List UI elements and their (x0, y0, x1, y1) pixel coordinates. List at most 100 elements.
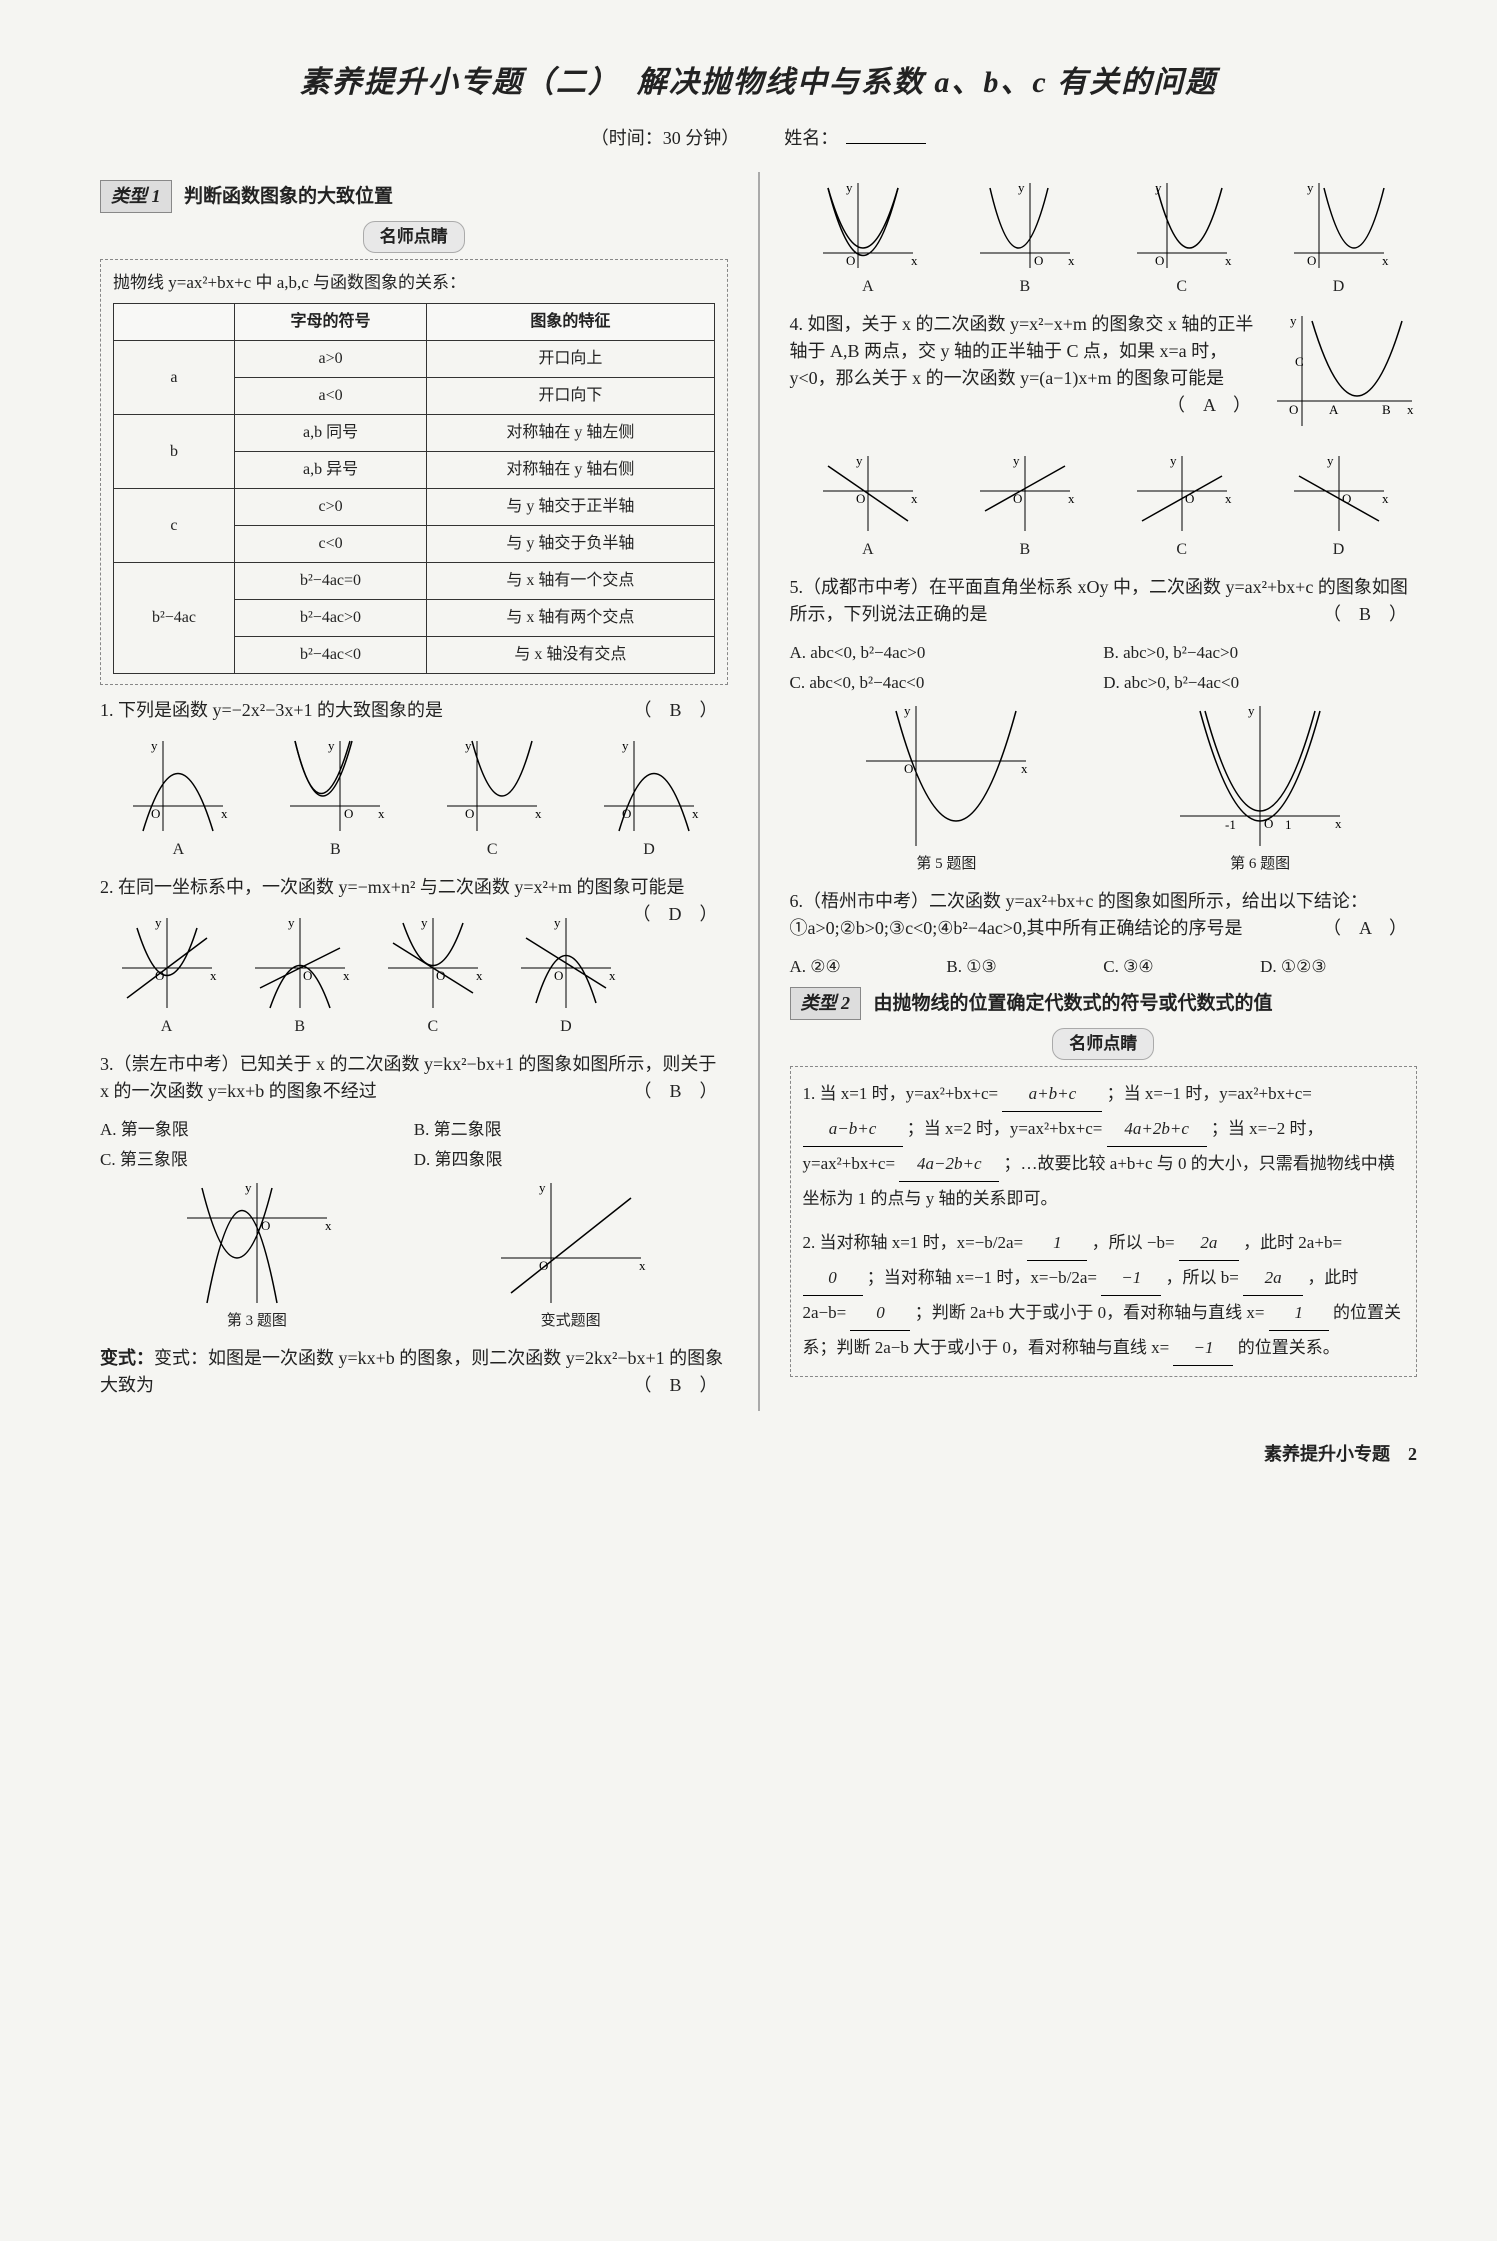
svg-text:O: O (151, 806, 160, 821)
svg-text:C: C (1295, 354, 1304, 369)
svg-text:O: O (539, 1258, 548, 1273)
t: ；当对称轴 x=−1 时，x=−b/2a= (867, 1268, 1097, 1287)
type2-header: 类型 2 由抛物线的位置确定代数式的符号或代数式的值 (790, 987, 1418, 1020)
q3-text: 3.（崇左市中考）已知关于 x 的二次函数 y=kx²−bx+1 的图象如图所示… (100, 1054, 716, 1101)
blank: 4a−2b+c (899, 1147, 999, 1182)
cell: a>0 (234, 341, 426, 378)
name-blank[interactable] (846, 143, 926, 144)
teacher-tip-1: 名师点睛 (100, 221, 728, 253)
svg-text:O: O (436, 968, 445, 983)
svg-text:O: O (344, 806, 353, 821)
label: A (123, 838, 233, 862)
left-column: 类型 1 判断函数图象的大致位置 名师点睛 抛物线 y=ax²+bx+c 中 a… (100, 172, 728, 1411)
q5-b: B. abc>0, b²−4ac>0 (1103, 640, 1417, 666)
q3v-answer: （ B ） (633, 1372, 717, 1399)
svg-text:O: O (1034, 253, 1043, 268)
q5-fig: xyO 第 5 题图 (856, 701, 1036, 876)
q3-opt-a: A. 第一象限 (100, 1117, 414, 1143)
t: ，所以 −b= (1092, 1233, 1175, 1252)
svg-text:x: x (221, 806, 228, 821)
teacher-tip-2: 名师点睛 (790, 1028, 1418, 1060)
type1-intro: 抛物线 y=ax²+bx+c 中 a,b,c 与函数图象的关系： (113, 270, 715, 296)
svg-text:A: A (1329, 402, 1339, 417)
blank: 0 (803, 1261, 863, 1296)
q3-fig1: xyO 第 3 题图 (177, 1178, 337, 1333)
t: 1. 当 x=1 时，y=ax²+bx+c= (803, 1084, 999, 1103)
t: 的位置关系。 (1238, 1338, 1340, 1357)
cell: 对称轴在 y 轴右侧 (427, 452, 714, 489)
q1-answer: （ B ） (633, 697, 717, 724)
svg-text:O: O (1289, 402, 1298, 417)
page-title: 素养提升小专题（二） 解决抛物线中与系数 a、b、c 有关的问题 (100, 60, 1417, 105)
svg-text:O: O (1155, 253, 1164, 268)
column-divider (758, 172, 760, 1411)
q6-opts: A. ②④ B. ①③ C. ③④ D. ①②③ (790, 954, 1418, 980)
svg-text:-1: -1 (1225, 817, 1236, 832)
svg-text:O: O (303, 968, 312, 983)
blank: a−b+c (803, 1112, 903, 1147)
q2-graph-b: xyO B (245, 913, 355, 1039)
blank: −1 (1173, 1331, 1233, 1366)
svg-text:O: O (622, 806, 631, 821)
blank: a+b+c (1002, 1077, 1102, 1112)
q4-d: xyO D (1284, 451, 1394, 562)
tip2-item2: 2. 当对称轴 x=1 时，x=−b/2a= 1 ，所以 −b= 2a ，此时 … (803, 1226, 1405, 1366)
cell: 开口向下 (427, 378, 714, 415)
svg-text:x: x (325, 1218, 332, 1233)
blank: 2a (1179, 1226, 1239, 1261)
svg-text:y: y (539, 1180, 546, 1195)
label: A (112, 1015, 222, 1039)
type1-header: 类型 1 判断函数图象的大致位置 (100, 180, 728, 213)
cell: c<0 (234, 526, 426, 563)
q1-graph-b: xyO B (280, 736, 390, 862)
label: A (813, 275, 923, 299)
q1-graphs: xyO A xyO B xyO (100, 736, 728, 862)
q3-cap2: 变式题图 (491, 1310, 651, 1333)
q3-opt-b: B. 第二象限 (414, 1117, 728, 1143)
question-5: 5.（成都市中考）在平面直角坐标系 xOy 中，二次函数 y=ax²+bx+c … (790, 574, 1418, 628)
q3-options2: C. 第三象限 D. 第四象限 (100, 1147, 728, 1173)
label: C (437, 838, 547, 862)
q4-inline-graph: C A B xyO (1267, 311, 1417, 439)
cell: c>0 (234, 489, 426, 526)
svg-text:O: O (1342, 491, 1351, 506)
blank: 2a (1243, 1261, 1303, 1296)
q4-c: xyO C (1127, 451, 1237, 562)
svg-text:x: x (343, 968, 350, 983)
blank: 0 (850, 1296, 910, 1331)
type2-badge: 类型 2 (790, 987, 862, 1020)
question-1: 1. 下列是函数 y=−2x²−3x+1 的大致图象的是 （ B ） (100, 697, 728, 724)
q2-text: 2. 在同一坐标系中，一次函数 y=−mx+n² 与二次函数 y=x²+m 的图… (100, 877, 685, 897)
svg-text:y: y (421, 915, 428, 930)
svg-text:y: y (1290, 313, 1297, 328)
q6-b: B. ①③ (946, 954, 1103, 980)
teacher-tip-badge: 名师点睛 (363, 221, 465, 253)
q2-graph-a: xyO A (112, 913, 222, 1039)
svg-text:x: x (911, 491, 918, 506)
svg-text:x: x (609, 968, 616, 983)
label: A (813, 538, 923, 562)
svg-text:y: y (465, 738, 472, 753)
teacher-tip2-badge: 名师点睛 (1052, 1028, 1154, 1060)
q5-opts2: C. abc<0, b²−4ac<0 D. abc>0, b²−4ac<0 (790, 670, 1418, 696)
variant-label: 变式： (100, 1348, 154, 1368)
svg-text:y: y (245, 1180, 252, 1195)
q1-graph-c: xyO C (437, 736, 547, 862)
q5-c: C. abc<0, b²−4ac<0 (790, 670, 1104, 696)
label: B (970, 538, 1080, 562)
q1-graph-d: xyO D (594, 736, 704, 862)
cell: 与 y 轴交于负半轴 (427, 526, 714, 563)
t: ，所以 b= (1165, 1268, 1238, 1287)
cell: 与 x 轴有一个交点 (427, 563, 714, 600)
q2-graphs: xyO A xyO B xyO C (100, 913, 633, 1039)
svg-text:x: x (1335, 816, 1342, 831)
q4-answer: （ A ） (1167, 392, 1251, 419)
q3-opt-d: D. 第四象限 (414, 1147, 728, 1173)
q5-text: 5.（成都市中考）在平面直角坐标系 xOy 中，二次函数 y=ax²+bx+c … (790, 577, 1408, 624)
svg-text:x: x (911, 253, 918, 268)
svg-text:y: y (856, 453, 863, 468)
q6-cap: 第 6 题图 (1170, 853, 1350, 876)
svg-text:y: y (328, 738, 335, 753)
svg-text:y: y (1248, 703, 1255, 718)
q3v-text: 变式：如图是一次函数 y=kx+b 的图象，则二次函数 y=2kx²−bx+1 … (100, 1348, 723, 1395)
